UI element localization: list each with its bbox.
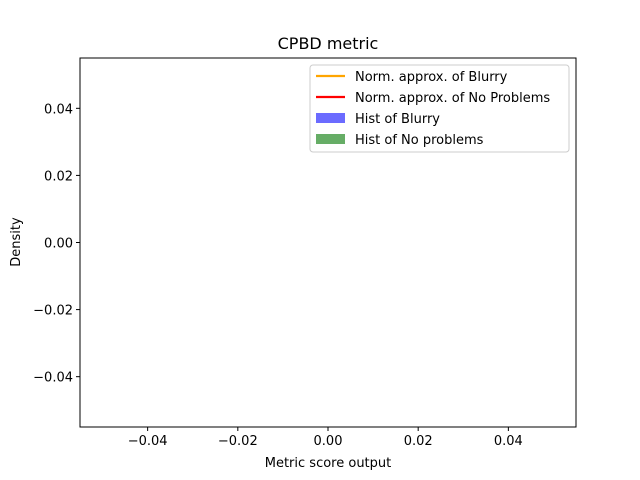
legend-bar-swatch: [316, 134, 345, 144]
x-tick-label: −0.04: [128, 434, 168, 449]
y-tick-label: 0.00: [44, 237, 73, 252]
legend-bar-swatch: [316, 113, 345, 123]
y-tick-label: 0.02: [44, 169, 73, 184]
legend-label: Hist of No problems: [355, 133, 484, 148]
legend-label: Hist of Blurry: [355, 112, 440, 127]
x-axis: −0.04 −0.02 0.00 0.02 0.04: [128, 427, 523, 449]
chart-title: CPBD metric: [278, 34, 379, 53]
x-axis-label: Metric score output: [265, 456, 392, 471]
legend: Norm. approx. of Blurry Norm. approx. of …: [309, 64, 570, 153]
y-tick-label: −0.04: [33, 371, 73, 386]
legend-label: Norm. approx. of Blurry: [355, 70, 508, 85]
y-tick-label: −0.02: [33, 304, 73, 319]
y-axis-label: Density: [9, 217, 24, 267]
x-tick-label: 0.02: [404, 434, 433, 449]
legend-label: Norm. approx. of No Problems: [355, 91, 550, 106]
legend-frame: [309, 64, 570, 153]
x-tick-label: −0.02: [218, 434, 258, 449]
x-tick-label: 0.04: [494, 434, 523, 449]
x-tick-label: 0.00: [314, 434, 343, 449]
y-tick-label: 0.04: [44, 102, 73, 117]
y-axis: 0.04 0.02 0.00 −0.02 −0.04: [33, 102, 80, 386]
